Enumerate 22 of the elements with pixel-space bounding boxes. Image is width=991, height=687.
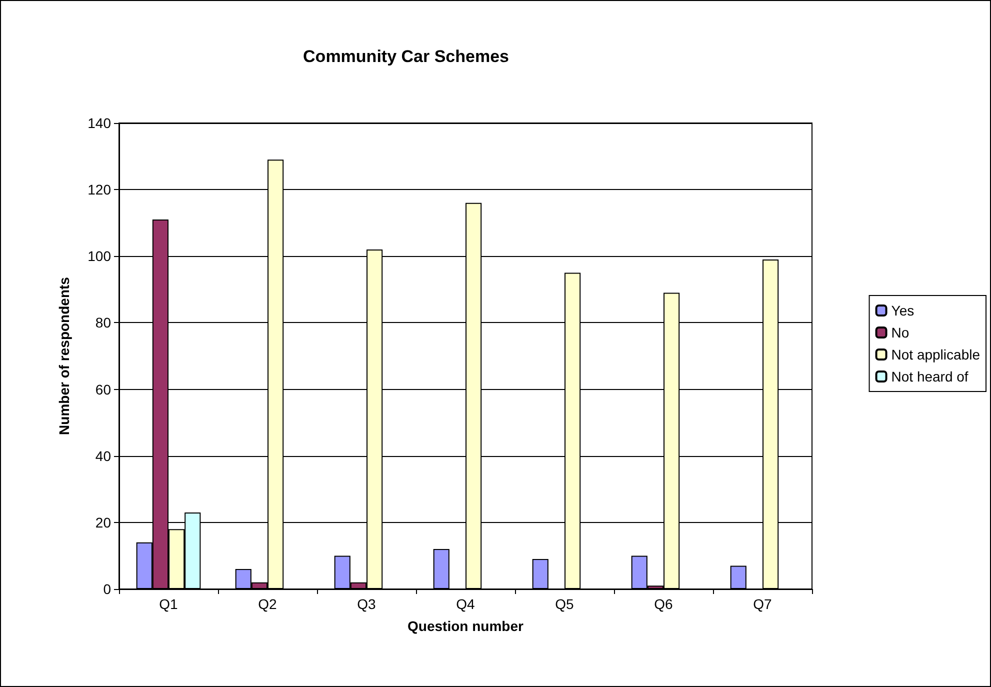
x-tick-label: Q6 bbox=[654, 596, 674, 612]
legend-label: Not heard of bbox=[891, 368, 968, 384]
y-axis-title: Number of respondents bbox=[56, 276, 72, 435]
y-tick-label: 20 bbox=[95, 514, 112, 530]
x-tick-label: Q4 bbox=[456, 596, 476, 612]
x-tick-label: Q7 bbox=[753, 596, 772, 612]
legend-label: Not applicable bbox=[891, 346, 980, 362]
x-axis-title: Question number bbox=[408, 618, 524, 634]
x-tick-label: Q5 bbox=[555, 596, 574, 612]
y-tick-label: 60 bbox=[95, 381, 112, 398]
y-tick-label: 140 bbox=[88, 115, 112, 131]
legend-label: Yes bbox=[891, 302, 914, 318]
y-tick-label: 40 bbox=[95, 448, 112, 464]
x-tick-label: Q2 bbox=[258, 596, 278, 612]
x-tick-label: Q1 bbox=[159, 596, 178, 612]
y-tick-label: 120 bbox=[88, 182, 112, 198]
chart-title: Community Car Schemes bbox=[303, 47, 509, 66]
y-tick-label: 0 bbox=[103, 581, 112, 597]
y-tick-label: 80 bbox=[95, 314, 112, 331]
y-tick-label: 100 bbox=[88, 248, 112, 264]
x-tick-label: Q3 bbox=[357, 596, 376, 612]
legend-label: No bbox=[891, 324, 910, 340]
